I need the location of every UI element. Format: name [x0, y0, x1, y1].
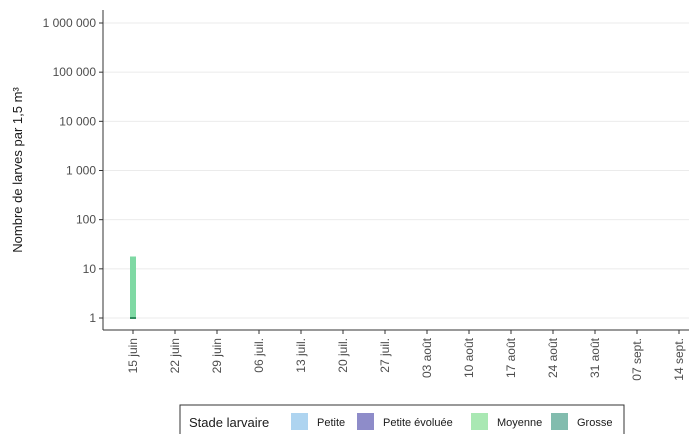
legend-swatch [357, 413, 374, 430]
legend-label: Petite évoluée [383, 417, 453, 429]
y-tick-label: 100 000 [53, 65, 97, 79]
x-tick-label: 29 juin [210, 338, 224, 373]
gridlines [103, 22, 689, 319]
x-tick-label: 03 août [420, 337, 434, 378]
x-tick-label: 17 août [504, 337, 518, 378]
y-tick-label: 1 [89, 311, 96, 325]
legend-box [179, 404, 625, 434]
bars [130, 256, 136, 319]
x-axis-ticks: 15 juin 22 juin 29 juin 06 juil. 13 juil. 20 … [126, 330, 686, 381]
y-tick-label: 1 000 000 [43, 16, 97, 30]
x-tick-label: 27 juil. [378, 338, 392, 373]
x-tick-label: 10 août [462, 337, 476, 378]
x-tick-label: 31 août [588, 337, 602, 378]
x-tick-label: 13 juil. [294, 338, 308, 373]
y-tick-label: 1 000 [66, 164, 96, 178]
legend-label: Moyenne [497, 417, 542, 429]
x-tick-label: 22 juin [168, 338, 182, 373]
legend-label: Grosse [577, 417, 612, 429]
bar-moyenne [130, 257, 136, 318]
legend-swatch [551, 413, 568, 430]
x-tick-label: 15 juin [126, 338, 140, 373]
y-tick-label: 100 [76, 213, 96, 227]
legend: Stade larvaire Petite Petite évoluée Moyenn… [179, 404, 625, 434]
y-axis-title: Nombre de larves par 1,5 m³ [10, 87, 25, 253]
legend-label: Petite [317, 417, 345, 429]
x-tick-label: 14 sept. [672, 338, 686, 381]
legend-title: Stade larvaire [189, 415, 269, 430]
x-tick-label: 24 août [546, 337, 560, 378]
x-tick-label: 07 sept. [630, 338, 644, 381]
legend-swatch [291, 413, 308, 430]
y-tick-label: 10 000 [59, 114, 96, 128]
legend-swatch [471, 413, 488, 430]
x-tick-label: 06 juil. [252, 338, 266, 373]
y-axis-ticks: 1 10 100 1 000 10 000 100 000 1 000 000 [43, 16, 103, 325]
x-tick-label: 20 juil. [336, 338, 350, 373]
y-tick-label: 10 [83, 262, 97, 276]
